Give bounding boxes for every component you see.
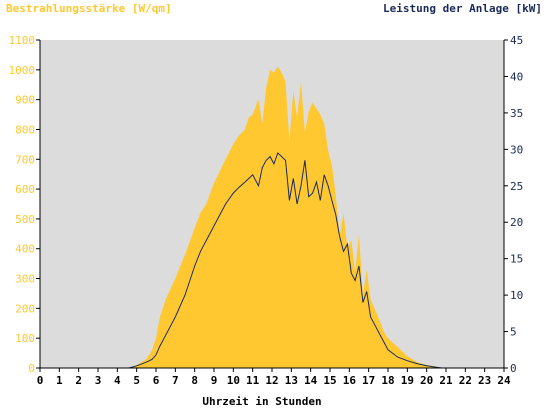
x-tick-label: 21	[439, 374, 453, 387]
x-tick-label: 10	[227, 374, 240, 387]
x-tick-label: 6	[153, 374, 160, 387]
irradiance-area	[40, 66, 504, 369]
x-tick-label: 11	[246, 374, 260, 387]
x-tick-label: 16	[343, 374, 357, 387]
x-tick-label: 22	[459, 374, 472, 387]
axes-group: 0100200300400500600700800900100011000510…	[9, 34, 524, 387]
left-tick-label: 700	[15, 153, 35, 166]
right-tick-label: 25	[510, 180, 523, 193]
x-tick-label: 2	[75, 374, 82, 387]
x-tick-label: 0	[37, 374, 44, 387]
x-tick-label: 13	[285, 374, 298, 387]
x-tick-label: 19	[401, 374, 414, 387]
right-tick-label: 35	[510, 107, 523, 120]
left-tick-label: 600	[15, 183, 35, 196]
right-tick-label: 5	[510, 326, 517, 339]
left-tick-label: 1100	[9, 34, 36, 47]
x-tick-label: 5	[133, 374, 140, 387]
right-tick-label: 20	[510, 216, 523, 229]
left-axis-title: Bestrahlungsstärke [W/qm]	[6, 2, 172, 15]
right-tick-label: 15	[510, 253, 523, 266]
right-tick-label: 10	[510, 289, 523, 302]
x-tick-label: 7	[172, 374, 179, 387]
x-tick-label: 12	[265, 374, 278, 387]
left-tick-label: 200	[15, 302, 35, 315]
left-tick-label: 0	[28, 362, 35, 375]
x-tick-label: 9	[211, 374, 218, 387]
x-tick-label: 3	[95, 374, 102, 387]
left-tick-label: 1000	[9, 64, 36, 77]
left-tick-label: 300	[15, 273, 35, 286]
right-tick-label: 40	[510, 70, 523, 83]
power-line	[40, 152, 504, 369]
x-tick-label: 1	[56, 374, 63, 387]
x-tick-label: 4	[114, 374, 121, 387]
x-tick-label: 23	[478, 374, 491, 387]
x-tick-label: 20	[420, 374, 433, 387]
left-tick-label: 400	[15, 243, 35, 256]
left-tick-label: 100	[15, 332, 35, 345]
x-tick-label: 24	[497, 374, 511, 387]
right-tick-label: 0	[510, 362, 517, 375]
left-tick-label: 900	[15, 94, 35, 107]
left-tick-label: 500	[15, 213, 35, 226]
x-tick-label: 18	[381, 374, 394, 387]
x-tick-label: 14	[304, 374, 318, 387]
x-axis-title: Uhrzeit in Stunden	[202, 395, 321, 408]
left-tick-label: 800	[15, 123, 35, 136]
right-tick-label: 30	[510, 143, 523, 156]
right-tick-label: 45	[510, 34, 523, 47]
x-tick-label: 17	[362, 374, 375, 387]
x-tick-label: 15	[323, 374, 336, 387]
right-axis-title: Leistung der Anlage [kW]	[383, 2, 542, 15]
x-tick-label: 8	[191, 374, 198, 387]
